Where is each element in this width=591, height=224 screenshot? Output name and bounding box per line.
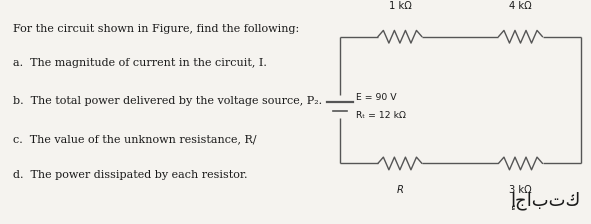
Text: R: R bbox=[397, 185, 404, 195]
Text: 4 kΩ: 4 kΩ bbox=[509, 1, 532, 11]
Text: إجابتك: إجابتك bbox=[511, 191, 581, 210]
Text: 3 kΩ: 3 kΩ bbox=[509, 185, 532, 195]
Text: d.  The power dissipated by each resistor.: d. The power dissipated by each resistor… bbox=[13, 170, 248, 180]
Text: 1 kΩ: 1 kΩ bbox=[388, 1, 411, 11]
Text: c.  The value of the unknown resistance, R/: c. The value of the unknown resistance, … bbox=[13, 134, 256, 144]
Text: For the circuit shown in Figure, find the following:: For the circuit shown in Figure, find th… bbox=[13, 24, 300, 34]
Text: a.  The magnitude of current in the circuit, I.: a. The magnitude of current in the circu… bbox=[13, 58, 267, 68]
Text: E = 90 V: E = 90 V bbox=[356, 93, 397, 102]
Text: b.  The total power delivered by the voltage source, P₂.: b. The total power delivered by the volt… bbox=[13, 96, 322, 106]
Text: Rₜ = 12 kΩ: Rₜ = 12 kΩ bbox=[356, 111, 406, 120]
